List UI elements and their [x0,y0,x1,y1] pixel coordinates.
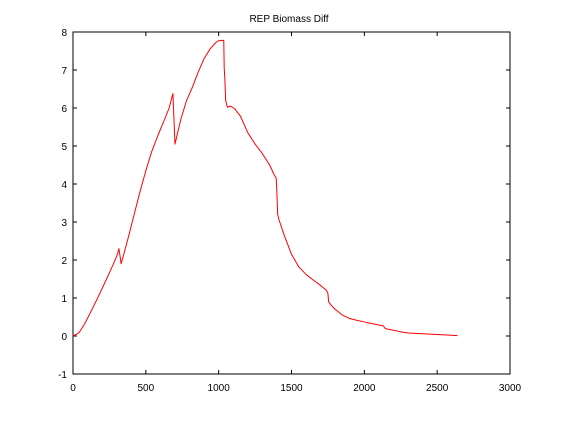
x-tick-label: 1000 [208,383,231,394]
x-tick-label: 3000 [499,383,522,394]
y-tick-label: 7 [61,66,67,77]
x-tick-label: 2500 [426,383,449,394]
y-tick-label: 0 [61,332,67,343]
y-tick-label: -1 [58,370,67,381]
x-tick-label: 2000 [353,383,376,394]
y-axis: -1 0 1 2 3 4 5 6 7 8 [58,28,510,381]
chart-title: REP Biomass Diff [249,14,328,25]
y-tick-label: 1 [61,294,67,305]
x-tick-label: 1500 [280,383,303,394]
x-axis: 0 500 1000 1500 2000 2500 3000 [70,32,522,394]
x-tick-label: 0 [70,383,76,394]
y-tick-label: 3 [61,218,67,229]
y-tick-label: 5 [61,142,67,153]
series-line [72,39,458,337]
y-tick-label: 6 [61,104,67,115]
series-layer [72,39,458,337]
y-tick-label: 8 [61,28,67,39]
y-tick-label: 4 [61,180,67,191]
x-tick-label: 500 [137,383,154,394]
plot-frame [72,31,511,375]
y-tick-label: 2 [61,256,67,267]
